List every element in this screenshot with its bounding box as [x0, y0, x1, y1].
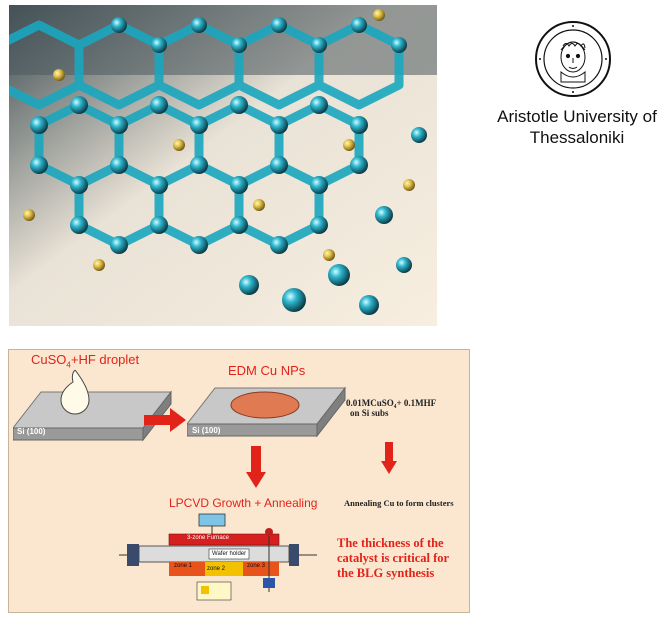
university-name-line1: Aristotle University of [497, 107, 657, 126]
zone1-label: zone 1 [174, 563, 193, 569]
arrow-down-small-icon [381, 442, 397, 474]
university-name: Aristotle University of Thessaloniki [482, 106, 672, 148]
university-name-line2: Thessaloniki [529, 128, 625, 147]
droplet-label-prefix: CuSO [31, 352, 67, 367]
process-diagram: CuSO4+HF droplet Si (100) EDM Cu NPs Si … [8, 349, 470, 613]
arrow-right-icon [144, 408, 186, 432]
solution-label: 0.01MCuSO₄+ 0.1MHF on Si subs [346, 398, 436, 418]
graphene-lattice-icon [0, 5, 437, 326]
edm-label: EDM Cu NPs [228, 363, 306, 378]
wafer2-label: Si (100) [192, 426, 221, 435]
arrow-down-icon [246, 446, 266, 488]
growth-label: LPCVD Growth + Annealing [169, 496, 318, 510]
zone3-label: zone 3 [247, 563, 266, 569]
furnace-schematic [119, 513, 317, 601]
solution-label-line2: on Si subs [350, 408, 389, 418]
wafer1-label: Si (100) [17, 427, 46, 436]
thickness-note-line3: the BLG synthesis [337, 566, 435, 580]
wafer-with-copper [187, 386, 347, 438]
droplet-label-sub: 4 [66, 360, 71, 370]
furnace-title: 3-zone Furnace [187, 535, 230, 541]
solution-label-line1: 0.01MCuSO₄+ 0.1MHF [346, 398, 437, 408]
university-seal-icon [534, 20, 612, 98]
droplet-label-suffix: +HF droplet [70, 352, 140, 367]
anneal-label: Annealing Cu to form clusters [344, 498, 454, 508]
zone2-label: zone 2 [207, 566, 226, 572]
thickness-note-line2: catalyst is critical for [337, 551, 450, 565]
wafer-holder-label: Wafer holder [212, 551, 247, 557]
thickness-note: The thickness of the catalyst is critica… [337, 536, 449, 581]
droplet-label: CuSO4+HF droplet [31, 352, 139, 370]
graphene-illustration [0, 5, 437, 326]
thickness-note-line1: The thickness of the [337, 536, 444, 550]
